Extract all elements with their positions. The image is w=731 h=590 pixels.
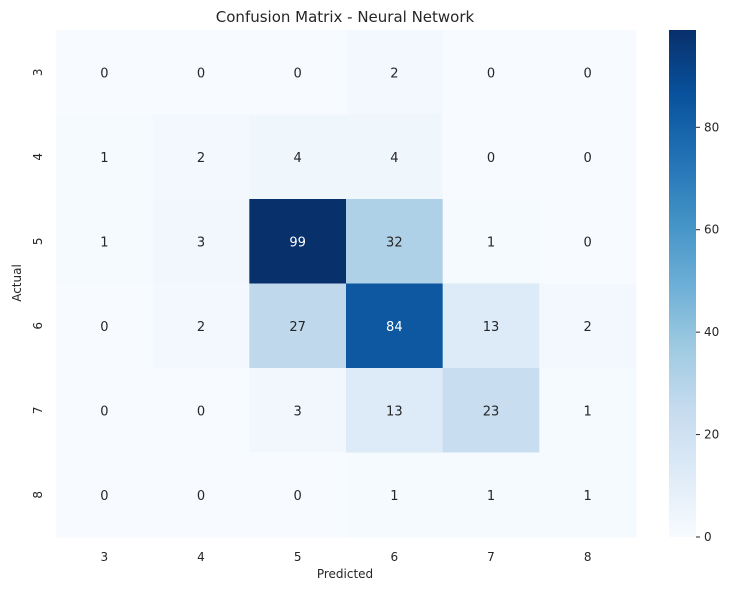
x-tick-label: 3 <box>101 550 109 564</box>
cell-value-label: 13 <box>483 320 500 335</box>
heatmap-cell <box>56 368 154 453</box>
cell-value-label: 0 <box>294 66 302 81</box>
y-tick-label: 3 <box>31 68 45 76</box>
heatmap-cell <box>152 199 250 284</box>
heatmap-cell <box>442 199 540 284</box>
colorbar-tick-label: 80 <box>704 120 719 134</box>
x-tick-label: 4 <box>197 550 205 564</box>
cell-value-label: 0 <box>100 489 108 504</box>
heatmap-cell <box>442 452 540 538</box>
heatmap-cell <box>346 368 444 453</box>
heatmap-cell <box>539 452 637 538</box>
heatmap-cell <box>249 283 347 369</box>
cell-value-label: 1 <box>487 235 495 250</box>
cell-value-label: 2 <box>390 66 398 81</box>
heatmap-cell <box>442 30 540 115</box>
cell-value-label: 0 <box>100 66 108 81</box>
x-axis-label: Predicted <box>317 567 373 581</box>
cell-value-label: 1 <box>100 151 108 166</box>
colorbar-tick-label: 40 <box>704 325 719 339</box>
heatmap-cell <box>152 30 250 115</box>
chart-title: Confusion Matrix - Neural Network <box>216 8 475 26</box>
heatmap-cell <box>442 368 540 453</box>
cell-value-label: 0 <box>584 235 592 250</box>
cell-value-label: 1 <box>390 489 398 504</box>
heatmap-cell <box>346 283 444 369</box>
heatmap-cell <box>152 368 250 453</box>
heatmap-cell <box>152 114 250 200</box>
heatmap-cell <box>346 30 444 115</box>
colorbar <box>669 30 696 537</box>
cell-value-label: 4 <box>390 151 398 166</box>
cell-value-label: 27 <box>289 320 306 335</box>
heatmap-cell <box>442 114 540 200</box>
cell-value-label: 3 <box>294 404 302 419</box>
cell-value-label: 84 <box>386 320 403 335</box>
heatmap-cell <box>249 452 347 538</box>
heatmap-cell <box>56 283 154 369</box>
cell-value-label: 0 <box>197 489 205 504</box>
cell-value-label: 32 <box>386 235 403 250</box>
y-axis-label: Actual <box>10 264 24 302</box>
y-tick-label: 8 <box>31 491 45 499</box>
y-tick-label: 7 <box>31 406 45 414</box>
cell-value-label: 0 <box>487 151 495 166</box>
cell-value-label: 0 <box>197 404 205 419</box>
y-tick-label: 5 <box>31 237 45 245</box>
heatmap-cell <box>249 30 347 115</box>
heatmap-cell <box>56 199 154 284</box>
heatmap-cell <box>56 452 154 538</box>
x-tick-label: 7 <box>487 550 495 564</box>
heatmap-cell <box>346 114 444 200</box>
y-axis-ticks: 3 4 5 6 7 8 <box>31 68 45 498</box>
cell-value-label: 0 <box>100 404 108 419</box>
heatmap-cell <box>539 199 637 284</box>
heatmap-cell <box>539 368 637 453</box>
cell-value-label: 2 <box>197 320 205 335</box>
heatmap-cell <box>539 30 637 115</box>
heatmap-cell <box>249 199 347 284</box>
cell-value-label: 1 <box>100 235 108 250</box>
heatmap-cell <box>346 199 444 284</box>
heatmap-cell <box>249 368 347 453</box>
heatmap-cell <box>249 114 347 200</box>
cell-value-label: 0 <box>487 66 495 81</box>
heatmap-cell <box>56 114 154 200</box>
cell-value-label: 23 <box>483 404 500 419</box>
cell-value-label: 0 <box>584 151 592 166</box>
y-tick-label: 6 <box>31 322 45 330</box>
heatmap-cell <box>539 114 637 200</box>
cell-value-label: 2 <box>197 151 205 166</box>
cell-value-label: 0 <box>584 66 592 81</box>
colorbar-tick-label: 0 <box>704 530 712 544</box>
cell-value-label: 0 <box>197 66 205 81</box>
colorbar-tick-label: 20 <box>704 428 719 442</box>
heatmap-cell-labels: 0 0 0 2 0 01 2 4 4 0 01 3 99 32 1 00 2 27 84 13 20 0 3 13 23 10 0 0… <box>100 66 592 504</box>
x-tick-label: 8 <box>584 550 592 564</box>
cell-value-label: 13 <box>386 404 403 419</box>
heatmap-cell <box>346 452 444 538</box>
x-tick-label: 6 <box>391 550 399 564</box>
heatmap-cells <box>56 30 637 538</box>
cell-value-label: 0 <box>294 489 302 504</box>
heatmap-cell <box>442 283 540 369</box>
heatmap-cell <box>152 452 250 538</box>
cell-value-label: 99 <box>289 235 306 250</box>
cell-value-label: 0 <box>100 320 108 335</box>
x-axis-ticks: 3 4 5 6 7 8 <box>101 550 592 564</box>
colorbar-tick-label: 60 <box>704 223 719 237</box>
cell-value-label: 4 <box>294 151 302 166</box>
cell-value-label: 1 <box>584 404 592 419</box>
x-tick-label: 5 <box>294 550 302 564</box>
y-tick-label: 4 <box>31 153 45 161</box>
cell-value-label: 3 <box>197 235 205 250</box>
cell-value-label: 1 <box>584 489 592 504</box>
cell-value-label: 2 <box>584 320 592 335</box>
heatmap-cell <box>56 30 154 115</box>
colorbar-ticks: 0 20 40 60 80 <box>696 120 719 544</box>
heatmap-cell <box>152 283 250 369</box>
heatmap-cell <box>539 283 637 369</box>
cell-value-label: 1 <box>487 489 495 504</box>
